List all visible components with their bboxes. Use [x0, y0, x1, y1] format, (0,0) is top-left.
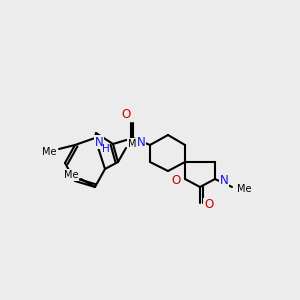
Text: O: O [204, 199, 214, 212]
Text: N: N [94, 136, 103, 148]
Text: Me: Me [237, 184, 251, 194]
Text: Me: Me [42, 147, 56, 157]
Text: Me: Me [64, 170, 78, 180]
Text: Me: Me [128, 139, 142, 149]
Text: O: O [122, 107, 130, 121]
Text: N: N [136, 136, 146, 149]
Text: H: H [102, 144, 110, 154]
Text: O: O [171, 175, 181, 188]
Text: N: N [220, 175, 228, 188]
